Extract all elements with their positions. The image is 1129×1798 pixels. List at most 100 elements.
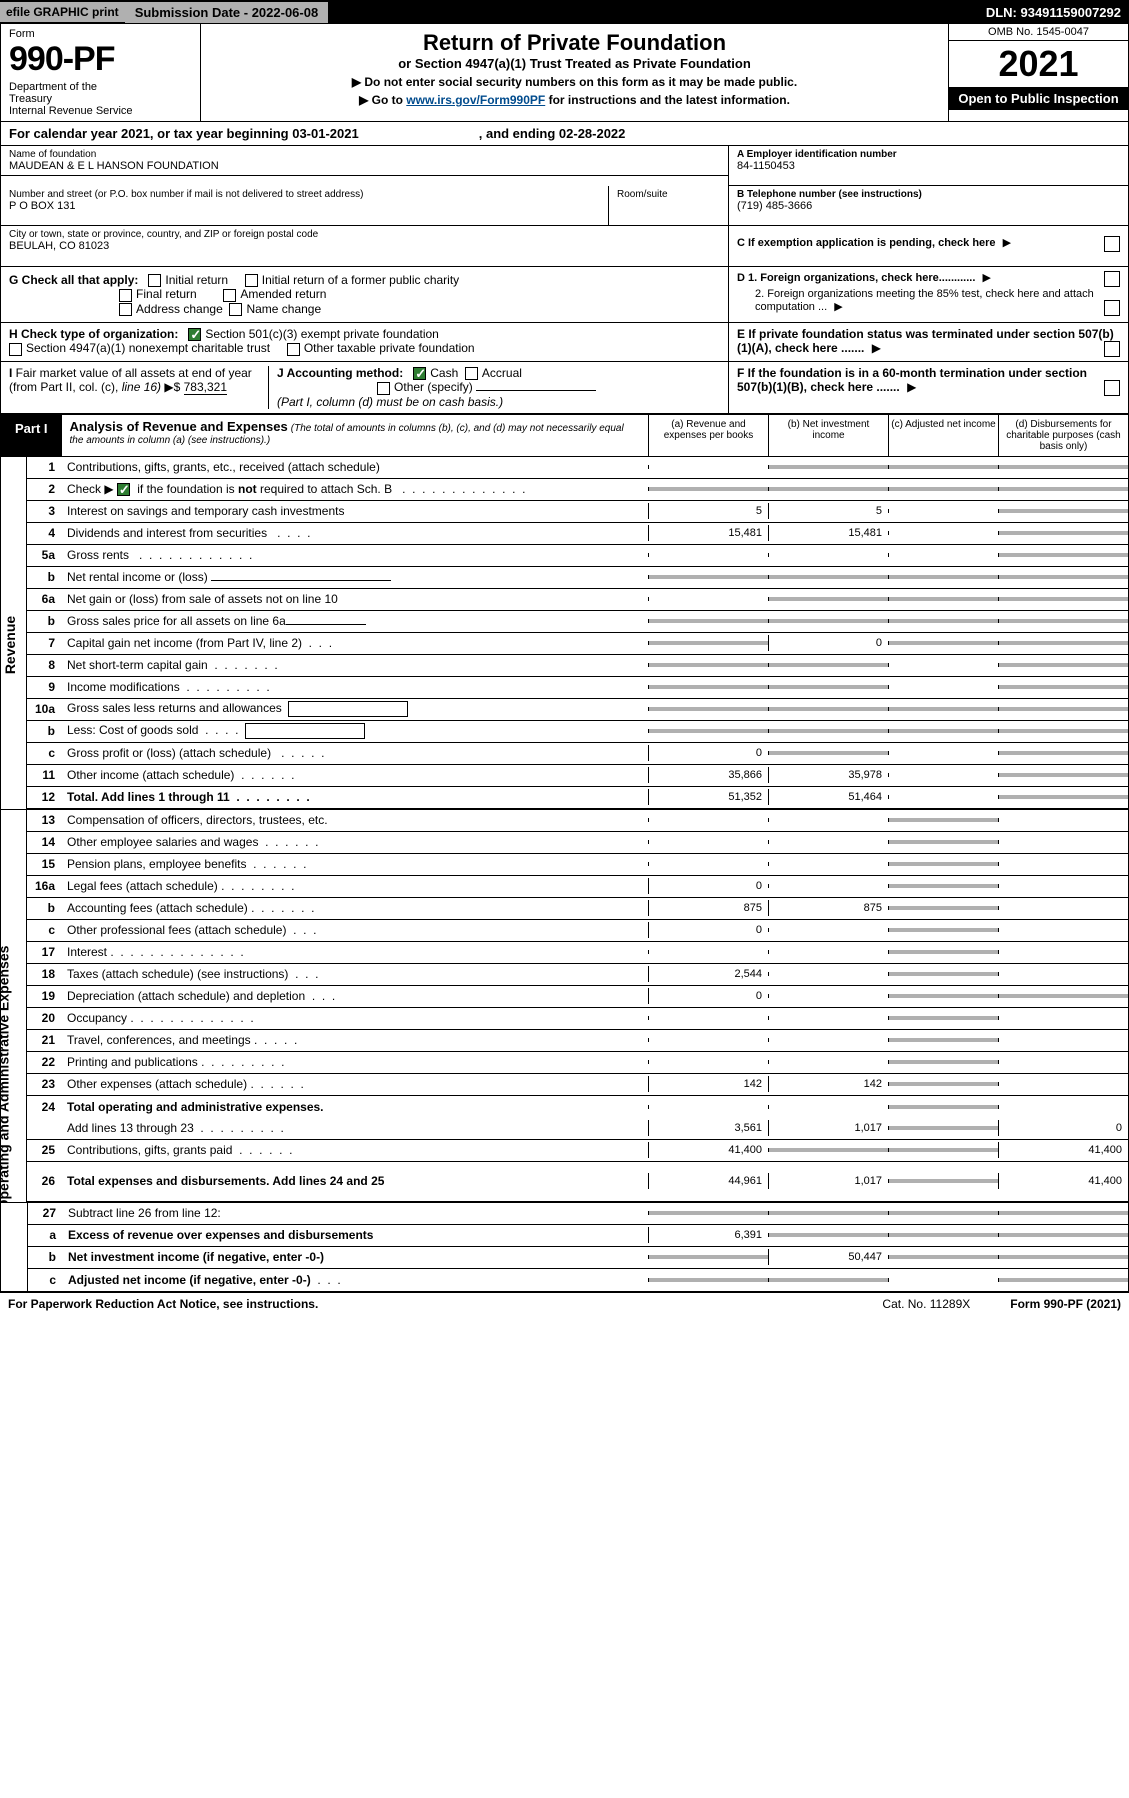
h-4947-checkbox[interactable] — [9, 343, 22, 356]
j-accrual-checkbox[interactable] — [465, 367, 478, 380]
page-footer: For Paperwork Reduction Act Notice, see … — [0, 1292, 1129, 1315]
row-8: 8Net short-term capital gain . . . . . .… — [27, 655, 1128, 677]
row-14: 14Other employee salaries and wages . . … — [27, 832, 1128, 854]
schb-checkbox[interactable] — [117, 483, 130, 496]
expenses-side-label: Operating and Administrative Expenses — [1, 810, 27, 1202]
row-12: 12Total. Add lines 1 through 11 . . . . … — [27, 787, 1128, 809]
row-21: 21Travel, conferences, and meetings . . … — [27, 1030, 1128, 1052]
top-bar: efile GRAPHIC print Submission Date - 20… — [0, 0, 1129, 24]
row-24: Add lines 13 through 23 . . . . . . . . … — [27, 1118, 1128, 1140]
ein-cell: A Employer identification number 84-1150… — [729, 146, 1128, 186]
d-block: D 1. Foreign organizations, check here..… — [728, 267, 1128, 322]
row-17: 17Interest . . . . . . . . . . . . . . — [27, 942, 1128, 964]
dln: DLN: 93491159007292 — [978, 2, 1129, 23]
row-9: 9Income modifications . . . . . . . . . — [27, 677, 1128, 699]
e-block: E If private foundation status was termi… — [728, 323, 1128, 361]
column-headers: (a) Revenue and expenses per books (b) N… — [648, 415, 1128, 456]
form-footer-id: Form 990-PF (2021) — [1010, 1297, 1121, 1311]
g-initial-former-checkbox[interactable] — [245, 274, 258, 287]
paperwork-notice: For Paperwork Reduction Act Notice, see … — [8, 1297, 318, 1311]
row-5b: bNet rental income or (loss) — [27, 567, 1128, 589]
row-3: 3Interest on savings and temporary cash … — [27, 501, 1128, 523]
cat-no: Cat. No. 11289X — [882, 1297, 970, 1311]
col-c-header: (c) Adjusted net income — [888, 415, 998, 456]
part1-desc: Analysis of Revenue and Expenses (The to… — [62, 415, 648, 456]
expenses-table: Operating and Administrative Expenses 13… — [0, 810, 1129, 1203]
row-24-title: 24Total operating and administrative exp… — [27, 1096, 1128, 1118]
row-16a: 16aLegal fees (attach schedule) . . . . … — [27, 876, 1128, 898]
row-18: 18Taxes (attach schedule) (see instructi… — [27, 964, 1128, 986]
form-id-block: Form 990-PF Department of theTreasuryInt… — [1, 24, 201, 121]
part1-header: Part I Analysis of Revenue and Expenses … — [0, 414, 1129, 457]
efile-label: efile GRAPHIC print — [0, 2, 125, 22]
h-other-checkbox[interactable] — [287, 343, 300, 356]
part1-label: Part I — [1, 415, 62, 456]
j-other-checkbox[interactable] — [377, 382, 390, 395]
g-final-checkbox[interactable] — [119, 289, 132, 302]
info-row-3: City or town, state or province, country… — [0, 226, 1129, 267]
row-27a: aExcess of revenue over expenses and dis… — [28, 1225, 1128, 1247]
row-10c: cGross profit or (loss) (attach schedule… — [27, 743, 1128, 765]
row-25: 25Contributions, gifts, grants paid . . … — [27, 1140, 1128, 1162]
row-13: 13Compensation of officers, directors, t… — [27, 810, 1128, 832]
info-row-2: Number and street (or P.O. box number if… — [0, 186, 1129, 226]
summary-table: 27Subtract line 26 from line 12: aExcess… — [0, 1203, 1129, 1292]
i-j-block: I Fair market value of all assets at end… — [1, 362, 728, 413]
row-11: 11Other income (attach schedule) . . . .… — [27, 765, 1128, 787]
row-27: 27Subtract line 26 from line 12: — [28, 1203, 1128, 1225]
dept-treasury: Department of theTreasuryInternal Revenu… — [9, 81, 192, 117]
col-a-header: (a) Revenue and expenses per books — [648, 415, 768, 456]
row-2: 2Check ▶ if the foundation is not requir… — [27, 479, 1128, 501]
f-block: F If the foundation is in a 60-month ter… — [728, 362, 1128, 413]
h-block: H Check type of organization: Section 50… — [1, 323, 728, 361]
g-d-row: G Check all that apply: Initial return I… — [0, 267, 1129, 323]
form-word: Form — [9, 28, 192, 40]
row-10b: bLess: Cost of goods sold . . . . — [27, 721, 1128, 743]
row-26: 26Total expenses and disbursements. Add … — [27, 1162, 1128, 1202]
g-amended-checkbox[interactable] — [223, 289, 236, 302]
foundation-name-cell: Name of foundation MAUDEAN & E L HANSON … — [1, 146, 728, 176]
address-cell: Number and street (or P.O. box number if… — [1, 186, 608, 226]
e-checkbox[interactable] — [1104, 341, 1120, 357]
h-501c3-checkbox[interactable] — [188, 328, 201, 341]
open-inspection: Open to Public Inspection — [949, 87, 1128, 110]
j-block: J Accounting method: Cash Accrual Other … — [269, 366, 720, 409]
form-title: Return of Private Foundation — [211, 30, 938, 56]
row-4: 4Dividends and interest from securities … — [27, 523, 1128, 545]
f-checkbox[interactable] — [1104, 380, 1120, 396]
c-checkbox[interactable] — [1104, 236, 1120, 252]
j-cash-checkbox[interactable] — [413, 367, 426, 380]
info-row-1: Name of foundation MAUDEAN & E L HANSON … — [0, 146, 1129, 186]
row-22: 22Printing and publications . . . . . . … — [27, 1052, 1128, 1074]
form-number: 990-PF — [9, 40, 192, 79]
d1-checkbox[interactable] — [1104, 271, 1120, 287]
row-5a: 5aGross rents . . . . . . . . . . . . — [27, 545, 1128, 567]
row-16c: cOther professional fees (attach schedul… — [27, 920, 1128, 942]
tax-year: 2021 — [949, 41, 1128, 87]
d2-checkbox[interactable] — [1104, 300, 1120, 316]
room-cell: Room/suite — [608, 186, 728, 226]
row-6b: bGross sales price for all assets on lin… — [27, 611, 1128, 633]
calendar-year-row: For calendar year 2021, or tax year begi… — [0, 122, 1129, 146]
form-link[interactable]: www.irs.gov/Form990PF — [406, 93, 545, 107]
col-b-header: (b) Net investment income — [768, 415, 888, 456]
ssn-note: ▶ Do not enter social security numbers o… — [211, 75, 938, 89]
revenue-table: Revenue 1Contributions, gifts, grants, e… — [0, 457, 1129, 810]
form-header: Form 990-PF Department of theTreasuryInt… — [0, 24, 1129, 122]
row-6a: 6aNet gain or (loss) from sale of assets… — [27, 589, 1128, 611]
col-d-header: (d) Disbursements for charitable purpose… — [998, 415, 1128, 456]
row-19: 19Depreciation (attach schedule) and dep… — [27, 986, 1128, 1008]
g-block: G Check all that apply: Initial return I… — [1, 267, 728, 322]
fmv-value: 783,321 — [184, 380, 227, 395]
row-10a: 10aGross sales less returns and allowanc… — [27, 699, 1128, 721]
g-address-checkbox[interactable] — [119, 303, 132, 316]
phone-cell: B Telephone number (see instructions) (7… — [729, 186, 1128, 226]
c-exemption-cell: C If exemption application is pending, c… — [729, 226, 1128, 266]
g-initial-checkbox[interactable] — [148, 274, 161, 287]
form-title-block: Return of Private Foundation or Section … — [201, 24, 948, 121]
cal-begin: For calendar year 2021, or tax year begi… — [9, 126, 359, 141]
row-1: 1Contributions, gifts, grants, etc., rec… — [27, 457, 1128, 479]
row-20: 20Occupancy . . . . . . . . . . . . . — [27, 1008, 1128, 1030]
i-block: I Fair market value of all assets at end… — [9, 366, 269, 409]
g-name-checkbox[interactable] — [229, 303, 242, 316]
